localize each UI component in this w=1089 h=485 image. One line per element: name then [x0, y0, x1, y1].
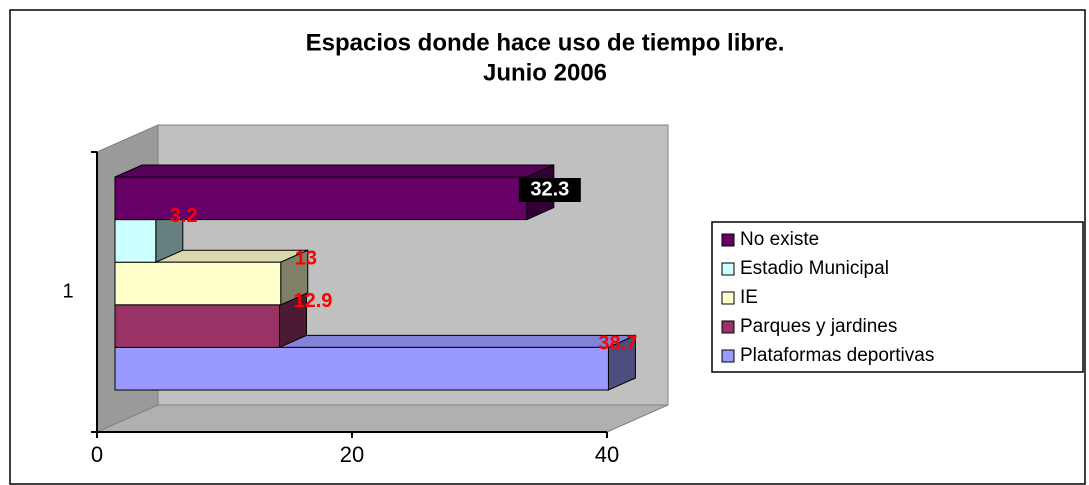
legend-swatch [721, 233, 735, 247]
x-tick-label: 0 [91, 442, 103, 467]
legend-box [711, 221, 1084, 373]
y-tick-label: 1 [62, 280, 73, 302]
legend-swatch [721, 291, 735, 305]
x-tick-label: 40 [595, 442, 619, 467]
bar [114, 346, 609, 391]
legend-label: IE [740, 287, 758, 308]
legend-label: No existe [740, 229, 819, 250]
data-label-bg [518, 178, 581, 202]
data-label: 12.9 [293, 290, 332, 312]
legend-swatch [721, 262, 735, 276]
bar [114, 304, 280, 348]
data-label: 32.3 [530, 178, 569, 200]
data-label: 13 [295, 247, 317, 269]
bar-top [114, 164, 555, 178]
legend-swatch [721, 349, 735, 363]
legend-label: Estadio Municipal [740, 258, 889, 279]
chart-subtitle: Junio 2006 [483, 59, 607, 86]
legend-label: Plataformas deportivas [740, 345, 934, 366]
x-tick-label: 20 [340, 442, 364, 467]
bar [114, 176, 528, 221]
data-label: 38.7 [598, 333, 637, 355]
legend-label: Parques y jardines [740, 316, 897, 337]
legend-swatch [721, 320, 735, 334]
floor [96, 404, 669, 433]
chart-title: Espacios donde hace uso de tiempo libre. [306, 29, 785, 56]
bar [114, 261, 282, 306]
data-label: 3.2 [170, 205, 198, 227]
bar [114, 219, 157, 263]
